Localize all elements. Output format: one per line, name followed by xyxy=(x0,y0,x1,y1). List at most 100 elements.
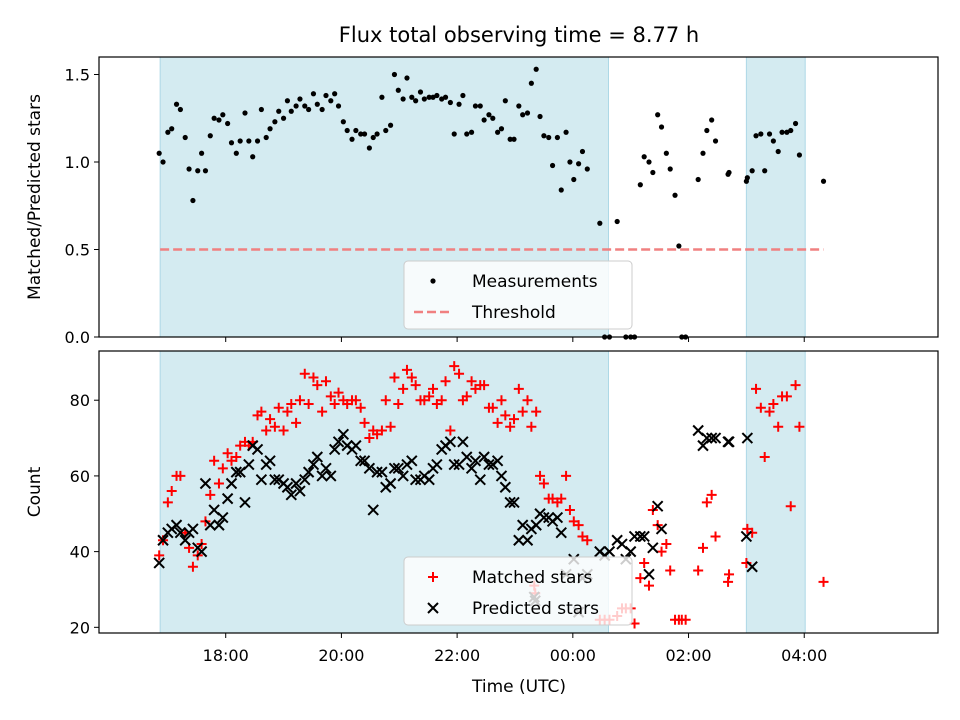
matched-stars-point xyxy=(350,395,361,406)
measurement-point xyxy=(546,134,552,141)
matched-stars-point xyxy=(424,391,435,402)
predicted-stars-point xyxy=(643,568,655,581)
predicted-stars-point xyxy=(153,557,165,569)
predicted-stars-point xyxy=(705,432,718,444)
axes-frame xyxy=(98,56,939,338)
matched-stars-point xyxy=(393,398,404,409)
predicted-stars-point xyxy=(157,534,169,546)
y-axis-label: Count xyxy=(25,466,45,517)
matched-stars-point xyxy=(466,376,477,387)
matched-stars-point xyxy=(526,421,537,432)
measurement-point xyxy=(358,131,364,137)
measurement-point xyxy=(571,176,577,183)
measurement-point xyxy=(284,98,291,104)
matched-stars-point xyxy=(556,493,567,504)
predicted-stars-point xyxy=(255,473,268,486)
predicted-stars-point xyxy=(709,432,722,444)
matched-stars-point xyxy=(635,573,646,584)
y-tick-label: 1.5 xyxy=(65,66,90,85)
measurement-point xyxy=(263,134,269,141)
data-points xyxy=(156,66,827,340)
measurement-point xyxy=(477,103,483,109)
matched-stars-point xyxy=(697,542,708,553)
measurement-point xyxy=(796,152,803,158)
measurement-point xyxy=(447,99,453,106)
measurement-point xyxy=(349,136,355,142)
measurement-point xyxy=(319,106,325,113)
matched-stars-point xyxy=(522,395,533,406)
measurement-point xyxy=(792,120,799,127)
measurement-point xyxy=(379,94,385,100)
predicted-stars-point xyxy=(555,526,567,539)
matched-stars-point xyxy=(364,433,375,444)
predicted-stars-point xyxy=(740,530,753,543)
predicted-stars-point xyxy=(457,436,469,448)
predicted-stars-point xyxy=(204,519,216,531)
x-tick-label: 18:00 xyxy=(203,646,249,665)
legend-measurements-marker xyxy=(430,278,436,284)
matched-stars-point xyxy=(440,376,451,387)
matched-stars-point xyxy=(785,501,796,512)
measurement-point xyxy=(417,89,424,95)
measurement-point xyxy=(567,159,573,165)
count-panel: 20 40 60 80 18:00 20:00 22:00 00:00 02:00 04:00 Co… xyxy=(25,350,939,665)
predicted-stars-point xyxy=(516,519,529,531)
predicted-stars-point xyxy=(269,473,281,486)
measurement-point xyxy=(775,148,781,155)
predicted-stars-point xyxy=(483,458,495,471)
predicted-stars-point xyxy=(538,511,550,524)
measurement-point xyxy=(272,119,278,125)
matched-stars-point xyxy=(573,520,584,531)
measurement-point xyxy=(614,218,620,225)
matched-stars-point xyxy=(492,417,503,428)
ratio-panel: 0.0 0.5 1.0 1.5 Matched/Predicted stars Measu… xyxy=(25,56,939,347)
legend-label: Measurements xyxy=(472,272,598,292)
measurement-point xyxy=(584,166,590,172)
matched-stars-point xyxy=(517,406,528,417)
measurement-point xyxy=(190,197,196,204)
measurement-point xyxy=(254,138,261,144)
matched-stars-point xyxy=(282,406,293,417)
measurement-point xyxy=(650,169,656,176)
matched-stars-point xyxy=(217,463,228,474)
matched-stars-point xyxy=(710,531,721,542)
predicted-stars-point xyxy=(307,458,320,471)
matched-stars-point xyxy=(449,361,460,372)
legend-box xyxy=(403,260,633,330)
measurement-point xyxy=(288,108,294,114)
measurement-point xyxy=(472,103,479,109)
matched-stars-point xyxy=(154,550,165,561)
measurement-point xyxy=(576,161,582,167)
matched-stars-point xyxy=(205,489,216,500)
predicted-stars-point xyxy=(311,451,324,463)
matched-stars-point xyxy=(505,421,516,432)
matched-stars-point xyxy=(261,425,272,436)
x-tick-label: 22:00 xyxy=(434,646,480,665)
measurement-point xyxy=(579,148,586,155)
matched-stars-point xyxy=(724,569,735,580)
measurement-point xyxy=(182,134,188,141)
measurement-point xyxy=(766,131,773,137)
measurement-point xyxy=(451,131,457,137)
matched-stars-point xyxy=(445,425,456,436)
predicted-stars-point xyxy=(264,455,276,467)
y-tick-label: 60 xyxy=(70,467,90,486)
matched-stars-point xyxy=(790,380,801,391)
measurement-point xyxy=(658,124,665,130)
measurement-point xyxy=(712,138,719,144)
measurement-point xyxy=(507,136,513,142)
matched-stars-point xyxy=(380,395,391,406)
measurement-point xyxy=(820,178,827,184)
predicted-stars-point xyxy=(195,545,208,558)
predicted-stars-point xyxy=(741,432,754,444)
matched-stars-point xyxy=(329,398,340,409)
predicted-stars-point xyxy=(491,455,504,467)
predicted-stars-point xyxy=(217,511,229,524)
predicted-stars-point xyxy=(174,526,187,539)
predicted-stars-point xyxy=(444,436,457,448)
predicted-stars-point xyxy=(723,436,735,448)
predicted-stars-point xyxy=(199,477,212,490)
measurement-point xyxy=(387,122,394,128)
predicted-stars-point xyxy=(350,439,362,452)
